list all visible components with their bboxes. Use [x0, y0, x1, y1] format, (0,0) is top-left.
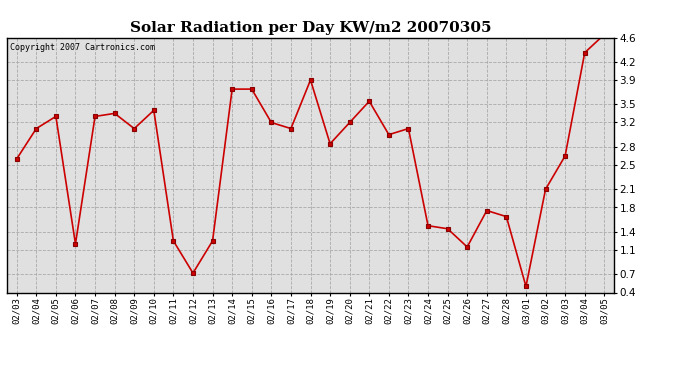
- Text: Copyright 2007 Cartronics.com: Copyright 2007 Cartronics.com: [10, 43, 155, 52]
- Title: Solar Radiation per Day KW/m2 20070305: Solar Radiation per Day KW/m2 20070305: [130, 21, 491, 35]
